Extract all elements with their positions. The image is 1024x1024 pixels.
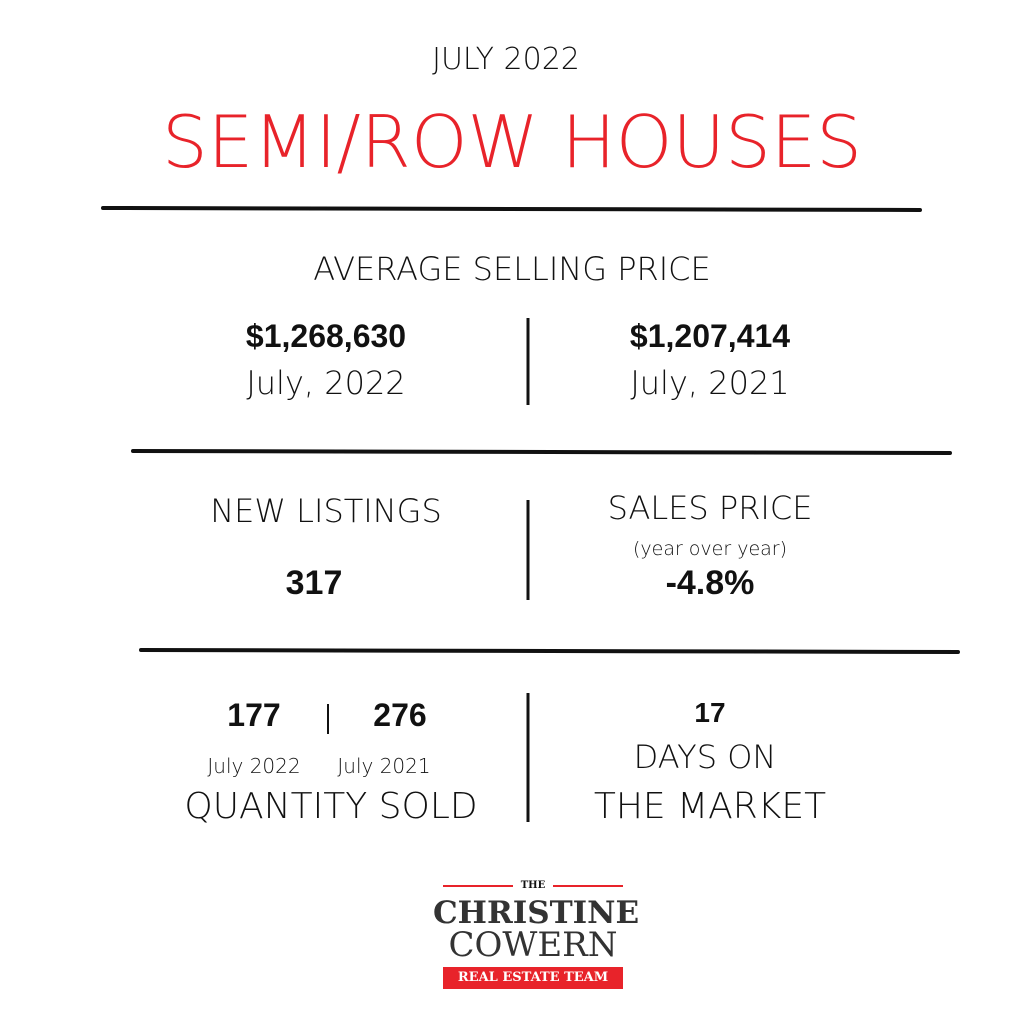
value: -4.8% — [665, 564, 755, 602]
month: JULY 2022 — [432, 42, 580, 77]
title: SEMI/ROW HOUSES — [162, 100, 862, 184]
heading: SALES PRICE — [607, 489, 813, 527]
divider — [131, 449, 952, 455]
logo-tagline: REAL ESTATE TEAM — [457, 970, 609, 985]
label: DAYS ON — [633, 738, 777, 776]
period: July, 2021 — [630, 364, 790, 402]
logo-first: CHRISTINE — [433, 895, 640, 931]
logo-last: COWERN — [448, 925, 618, 965]
value: 276 — [373, 697, 427, 733]
value: 17 — [694, 697, 726, 728]
label: THE MARKET — [593, 786, 827, 827]
divider — [101, 206, 922, 212]
period: July 2022 — [207, 754, 301, 778]
value: $1,268,630 — [245, 318, 407, 354]
value: 177 — [227, 697, 281, 733]
value: $1,207,414 — [629, 318, 791, 354]
logo-band — [443, 967, 623, 989]
period: July 2021 — [337, 754, 431, 778]
heading: AVERAGE SELLING PRICE — [313, 250, 711, 288]
divider — [139, 648, 960, 654]
logo-the: THE — [513, 880, 553, 891]
value: 317 — [285, 564, 343, 602]
heading: QUANTITY SOLD — [184, 786, 478, 827]
heading: NEW LISTINGS — [210, 492, 442, 530]
note: (year over year) — [632, 538, 788, 560]
period: July, 2022 — [246, 364, 406, 402]
